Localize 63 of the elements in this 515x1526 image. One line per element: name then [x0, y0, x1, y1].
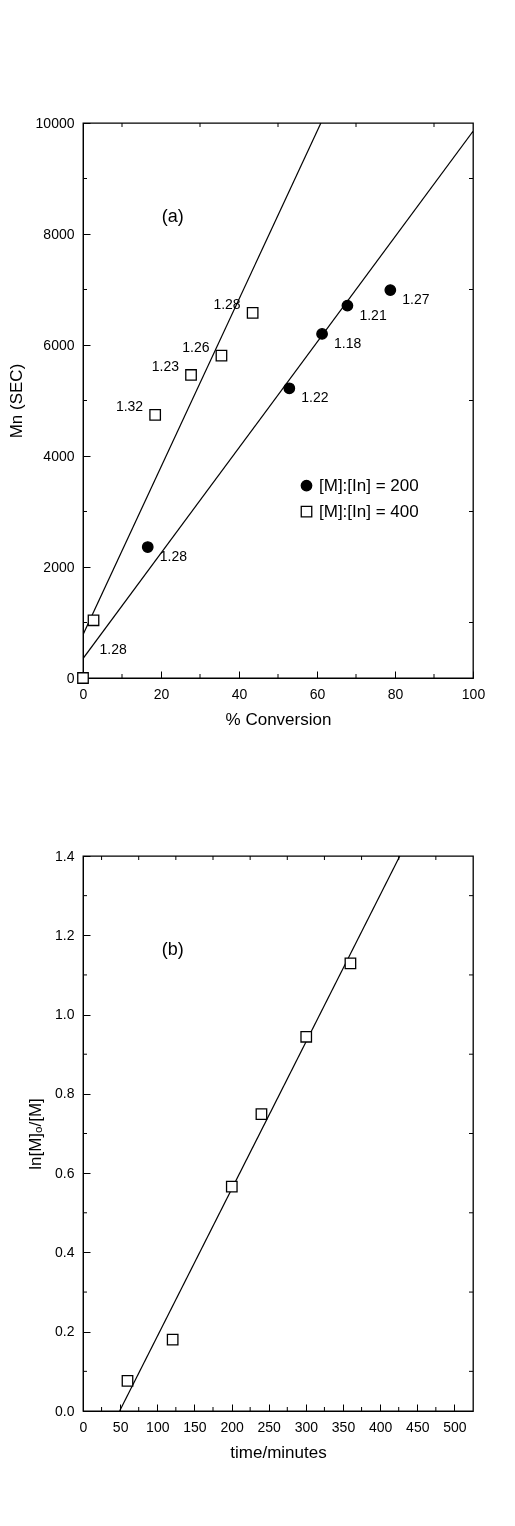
y-tick-label: 4000 [43, 447, 75, 464]
point [283, 382, 296, 395]
x-tick-label: 100 [461, 685, 486, 702]
annotation: 1.27 [402, 291, 430, 308]
point [141, 541, 154, 553]
annotation: 1.28 [99, 641, 127, 658]
x-tick-label: 450 [406, 1418, 430, 1435]
y-tick-label: 10000 [35, 114, 75, 131]
x-tick-label: 40 [231, 685, 248, 702]
x-tick-label: 60 [309, 685, 326, 702]
y-axis-title: Mn (SEC) [6, 363, 26, 439]
y-tick-label: 0.6 [55, 1164, 75, 1181]
point [316, 328, 328, 340]
y-tick-label: 0.2 [55, 1323, 75, 1340]
annotation: 1.22 [301, 389, 329, 406]
x-tick-label: 200 [220, 1418, 244, 1435]
y-tick-label: 0 [66, 669, 75, 686]
point [255, 1108, 268, 1120]
point [225, 1180, 238, 1193]
point [246, 306, 259, 319]
point [384, 284, 397, 296]
annotation: (b) [161, 939, 184, 960]
x-tick-label: 500 [443, 1418, 467, 1435]
point [341, 299, 354, 312]
legend-label: [M]:[In] = 200 [319, 475, 419, 495]
annotation: 1.32 [115, 397, 144, 414]
y-tick-label: 1.0 [55, 1006, 75, 1023]
point [121, 1374, 134, 1387]
point [87, 614, 100, 627]
x-tick-label: 250 [257, 1418, 282, 1435]
y-tick-label: 6000 [43, 336, 75, 353]
annotation: 1.28 [159, 548, 188, 565]
legend-label: [M]:[In] = 400 [319, 501, 419, 521]
y-tick-label: 8000 [43, 225, 75, 242]
point [166, 1333, 179, 1346]
point [300, 1030, 313, 1043]
y-tick-label: 2000 [43, 558, 75, 575]
x-tick-label: 50 [112, 1418, 129, 1435]
annotation: 1.18 [334, 334, 362, 351]
y-tick-label: 0.0 [55, 1402, 75, 1419]
point [77, 672, 89, 684]
y-tick-label: 1.4 [55, 847, 75, 864]
x-tick-label: 20 [153, 685, 170, 702]
x-axis-title: % Conversion [225, 709, 332, 729]
x-tick-label: 150 [183, 1418, 207, 1435]
x-tick-label: 0 [79, 685, 88, 702]
y-tick-label: 0.4 [55, 1243, 75, 1260]
annotation: 1.23 [151, 357, 180, 374]
annotation: 1.26 [182, 338, 210, 355]
annotation: (a) [161, 206, 184, 227]
point [185, 369, 197, 381]
x-axis-title: time/minutes [230, 1442, 327, 1462]
x-tick-label: 350 [331, 1418, 356, 1435]
annotation: 1.21 [359, 306, 387, 323]
x-tick-label: 300 [294, 1418, 319, 1435]
point [149, 409, 162, 421]
x-tick-label: 400 [368, 1418, 393, 1435]
x-tick-label: 100 [146, 1418, 170, 1435]
y-tick-label: 0.8 [55, 1085, 75, 1102]
y-tick-label: 1.2 [55, 926, 75, 943]
x-tick-label: 80 [387, 685, 404, 702]
x-tick-label: 0 [79, 1418, 88, 1435]
y-axis-title: ln[M]ₒ/[M] [26, 1098, 46, 1170]
